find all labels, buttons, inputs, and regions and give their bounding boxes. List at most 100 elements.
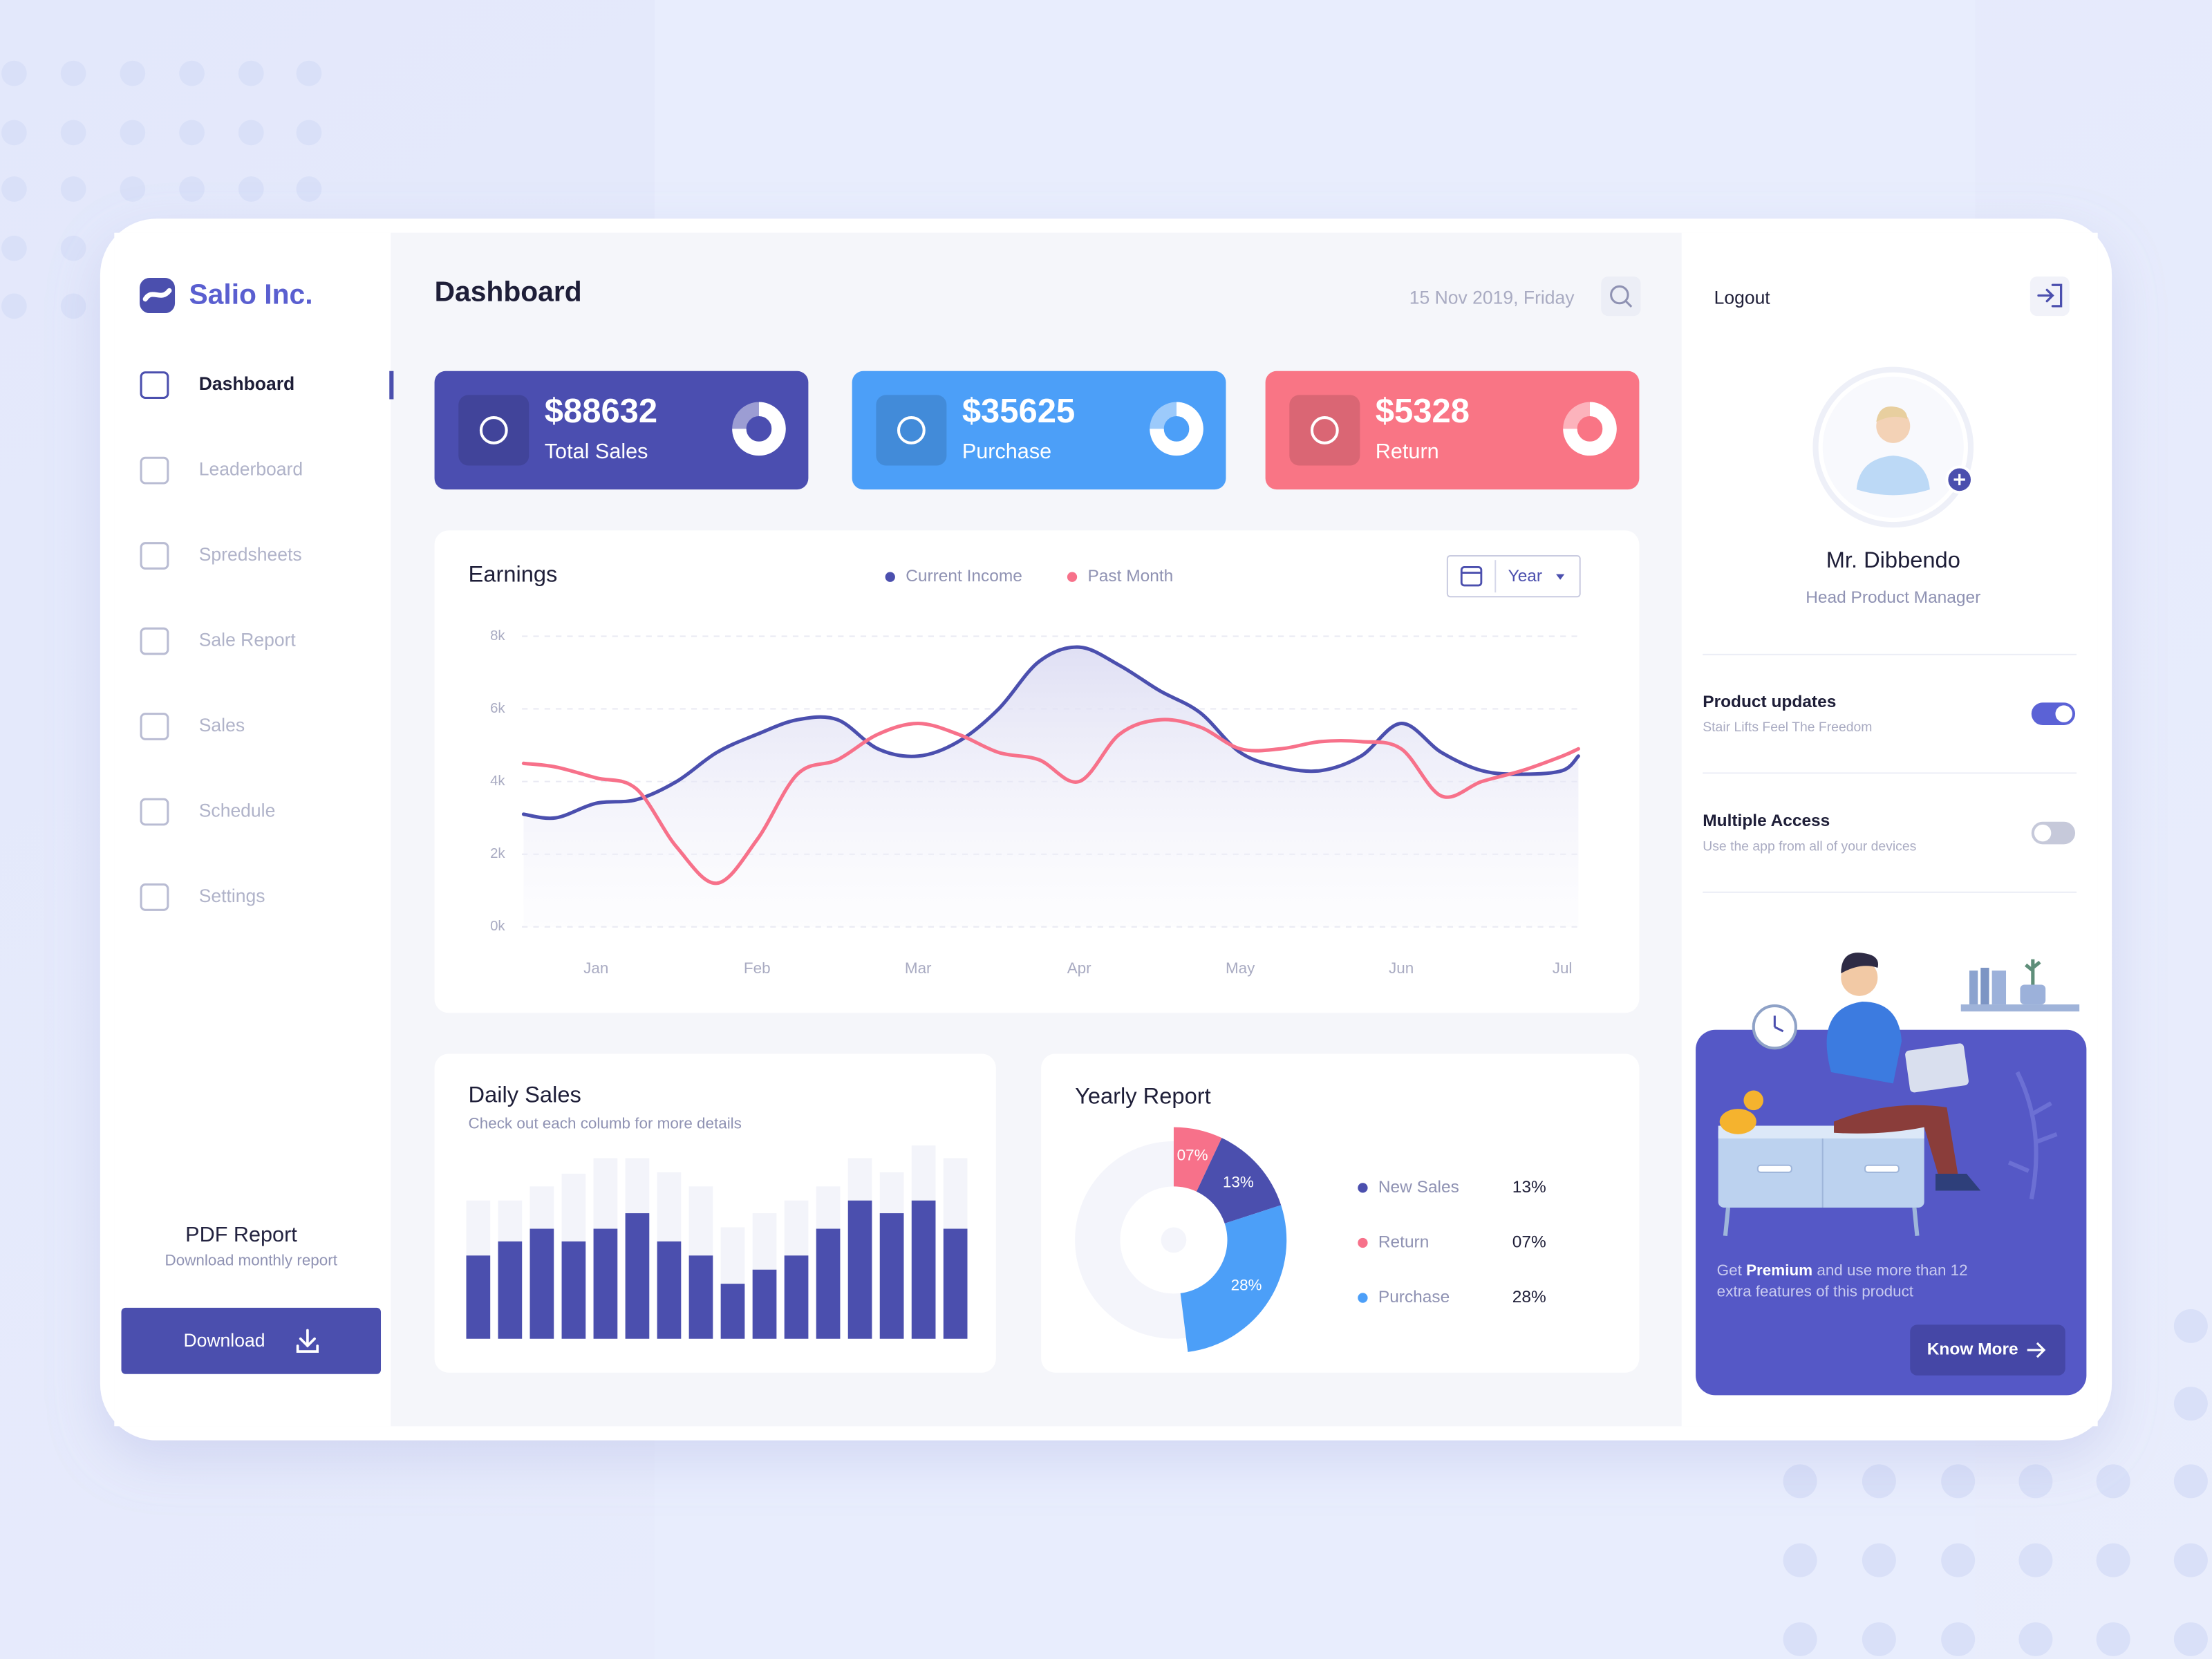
y-tick-label: 0k (490, 919, 505, 934)
legend-value: 28% (1512, 1288, 1546, 1306)
download-button[interactable]: Download (121, 1307, 382, 1374)
nav-item[interactable]: Spredsheets (140, 542, 302, 570)
stat-card-icon-bg (458, 395, 529, 466)
donut-segment (1180, 1205, 1287, 1352)
handle (1756, 1164, 1792, 1173)
x-tick-label: Feb (744, 959, 771, 977)
cat (1719, 1109, 1756, 1134)
brand-logo-wave (142, 288, 172, 302)
download-label: Download (184, 1330, 265, 1351)
line (521, 645, 1580, 821)
nav-icon (140, 542, 169, 570)
nav-label: Leaderboard (199, 459, 303, 480)
x-tick-label: Apr (1067, 959, 1091, 977)
person-shoe (1936, 1173, 1981, 1191)
search-button[interactable] (1601, 276, 1641, 317)
stat-card-icon-bg (1289, 395, 1360, 466)
calendar-icon (1460, 565, 1483, 587)
donut-label: 13% (1223, 1173, 1254, 1190)
bar (911, 1200, 936, 1339)
stat-card[interactable]: $88632 Total Sales (434, 371, 809, 490)
stat-card-icon (897, 416, 926, 444)
earnings-chart: 0k 2k 4k 6k 8k Jan Feb Mar Apr May Jun Jul Current I… (490, 567, 1580, 977)
nav-item[interactable]: Settings (140, 883, 265, 911)
period-dropdown[interactable]: Year (1446, 555, 1581, 598)
know-more-label: Know More (1927, 1340, 2018, 1359)
daily-sales-subtitle: Check out each columb for more details (469, 1114, 742, 1132)
legend-value: 13% (1512, 1178, 1546, 1197)
nav-icon (140, 371, 169, 400)
dropdown-bg (1446, 555, 1581, 598)
daily-sales-title: Daily Sales (469, 1081, 581, 1107)
donut-label: 28% (1231, 1277, 1262, 1294)
legend-label[interactable]: Current Income (906, 567, 1022, 585)
bar (466, 1255, 491, 1339)
bar (720, 1284, 745, 1339)
legend-label: New Sales (1378, 1178, 1459, 1197)
clock-hands (1773, 1015, 1784, 1033)
nav-icon (140, 456, 169, 485)
toggle[interactable] (2031, 821, 2076, 845)
brand[interactable]: Salio Inc. (140, 278, 313, 314)
nav-icon (140, 883, 169, 911)
stat-card-icon (479, 416, 508, 444)
book (1969, 971, 1978, 1005)
period-label: Year (1508, 567, 1542, 585)
nav-label: Sale Report (199, 630, 297, 650)
download-button-bg (121, 1307, 382, 1374)
nav-item[interactable]: Schedule (140, 798, 275, 826)
legend-marker (885, 572, 895, 582)
avatar-bg (1822, 376, 1964, 518)
know-more-button[interactable]: Know More (1910, 1324, 2065, 1376)
y-tick-label: 4k (490, 774, 505, 789)
bar (784, 1255, 809, 1339)
bar (816, 1228, 841, 1339)
setting-title: Product updates (1703, 693, 1836, 711)
stat-card-bg (434, 371, 809, 490)
area (523, 647, 1579, 927)
date: 15 Nov 2019, Friday (1409, 288, 1575, 308)
stat-card-label: Purchase (962, 440, 1051, 463)
legend-label: Purchase (1378, 1288, 1450, 1306)
nav-icon (140, 627, 169, 655)
stat-card-icon (1310, 416, 1339, 444)
nav-active-indicator (389, 371, 394, 400)
stat-card[interactable]: $35625 Purchase (852, 371, 1226, 490)
settings-list: Product updates Stair Lifts Feel The Free… (1703, 653, 2077, 893)
promo-lead: Get (1717, 1262, 1743, 1279)
nav-item[interactable]: Leaderboard (140, 456, 303, 485)
download-icon (296, 1329, 319, 1353)
stat-card-value: $88632 (545, 393, 657, 430)
toggle[interactable] (2031, 702, 2076, 725)
pdf-title: PDF Report (185, 1223, 297, 1246)
stat-card-label: Total Sales (545, 440, 648, 463)
plant-pot (2020, 984, 2046, 1005)
stat-card-icon-bg (876, 395, 947, 466)
stat-card-ring-fill (1563, 402, 1617, 456)
stat-cards: $88632 Total Sales $35625 Purchase $5328 Retu… (434, 371, 1640, 490)
stat-card-value: $5328 (1376, 393, 1470, 430)
promo-bg (1696, 1029, 2087, 1396)
stat-card[interactable]: $5328 Return (1265, 371, 1640, 490)
logout-icon (2037, 283, 2063, 308)
y-tick-label: 2k (490, 846, 505, 861)
bar (625, 1213, 650, 1339)
cabinet-legs (1723, 1207, 1920, 1237)
page-title: Dashboard (435, 275, 582, 307)
logout-button[interactable] (2030, 276, 2070, 317)
stat-card-ring-fill (1150, 402, 1203, 456)
stat-card-label: Return (1376, 440, 1439, 463)
line (521, 718, 1580, 885)
legend-label[interactable]: Past Month (1087, 567, 1173, 585)
nav-item[interactable]: Dashboard (140, 371, 394, 400)
stat-card-bg (852, 371, 1226, 490)
y-tick-label: 8k (490, 628, 505, 644)
profile-role: Head Product Manager (1806, 588, 1980, 607)
legend-value: 07% (1512, 1232, 1546, 1251)
avatar-body (1856, 456, 1930, 496)
bar (561, 1241, 586, 1339)
donut-label: 07% (1177, 1146, 1208, 1163)
nav-item[interactable]: Sales (140, 713, 245, 740)
nav-item[interactable]: Sale Report (140, 627, 297, 655)
